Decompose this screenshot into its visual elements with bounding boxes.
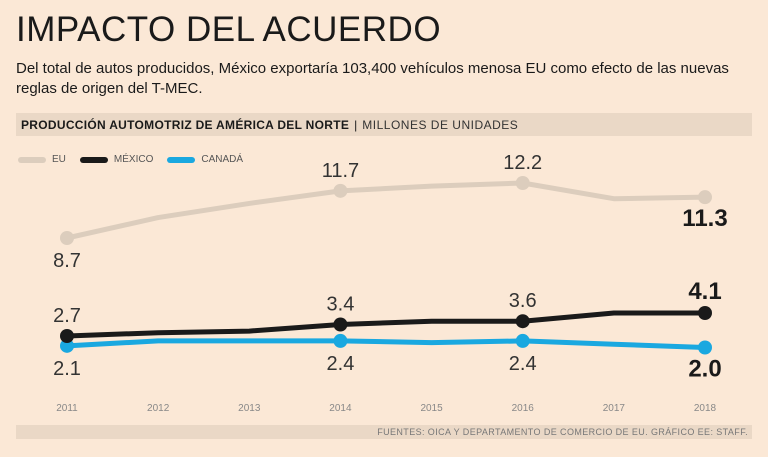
legend-item-mexico: MÉXICO xyxy=(79,154,154,165)
data-label-mexico-2014: 3.4 xyxy=(327,294,355,316)
page-title: IMPACTO DEL ACUERDO xyxy=(16,10,442,49)
x-tick-label-2014: 2014 xyxy=(329,403,352,414)
data-point-mexico-2014 xyxy=(333,317,348,332)
chart-units: MILLONES DE UNIDADES xyxy=(362,117,519,132)
chart-title: PRODUCCIÓN AUTOMOTRIZ DE AMÉRICA DEL NOR… xyxy=(21,117,350,132)
chart-header-bar: PRODUCCIÓN AUTOMOTRIZ DE AMÉRICA DEL NOR… xyxy=(16,113,752,136)
data-point-eu-2011 xyxy=(60,231,74,245)
data-label-mexico-2016: 3.6 xyxy=(509,290,537,312)
data-label-canada-2014: 2.4 xyxy=(327,353,355,375)
series-line-canada xyxy=(64,338,708,350)
legend-swatch-eu xyxy=(18,156,46,163)
x-tick-label-2018: 2018 xyxy=(694,403,717,414)
x-tick-label-2015: 2015 xyxy=(420,403,443,414)
x-tick-label-2013: 2013 xyxy=(238,403,261,414)
data-label-mexico-2011: 2.7 xyxy=(53,305,81,327)
x-tick-label-2011: 2011 xyxy=(56,403,78,414)
data-label-canada-2016: 2.4 xyxy=(509,353,537,375)
legend-item-canada: CANADÁ xyxy=(167,154,243,165)
data-label-mexico-2018: 4.1 xyxy=(688,278,721,305)
data-point-canada-2016 xyxy=(515,333,530,348)
data-point-canada-2011 xyxy=(60,338,74,353)
source-footer: FUENTES: OICA Y DEPARTAMENTO DE COMERCIO… xyxy=(16,425,752,439)
data-label-eu-2018: 11.3 xyxy=(682,205,727,232)
data-point-mexico-2016 xyxy=(515,314,530,329)
legend-label-eu: EU xyxy=(52,154,66,165)
legend-label-canada: CANADÁ xyxy=(201,154,244,165)
chart-header-separator: | xyxy=(354,117,358,132)
x-tick-label-2012: 2012 xyxy=(147,403,170,414)
chart-legend: EU MÉXICO CANADÁ xyxy=(18,154,257,165)
source-text: FUENTES: OICA Y DEPARTAMENTO DE COMERCIO… xyxy=(377,427,748,437)
data-point-mexico-2018 xyxy=(698,306,712,320)
x-tick-label-2017: 2017 xyxy=(603,403,626,414)
data-point-eu-2016 xyxy=(515,176,530,190)
x-tick-label-2016: 2016 xyxy=(512,403,535,414)
legend-label-mexico: MÉXICO xyxy=(113,154,154,165)
data-label-canada-2018: 2.0 xyxy=(688,356,721,383)
data-point-canada-2018 xyxy=(698,340,712,355)
data-label-eu-2016: 12.2 xyxy=(503,152,542,174)
series-line-eu xyxy=(64,180,708,241)
data-label-eu-2014: 11.7 xyxy=(322,160,359,182)
series-line-mexico xyxy=(64,310,708,339)
page-subtitle: Del total de autos producidos, México ex… xyxy=(16,60,729,97)
data-point-canada-2014 xyxy=(333,333,348,348)
data-label-canada-2011: 2.1 xyxy=(53,358,81,380)
legend-swatch-canada xyxy=(167,156,196,163)
data-point-eu-2018 xyxy=(698,190,712,205)
data-label-eu-2011: 8.7 xyxy=(53,250,81,272)
legend-swatch-mexico xyxy=(79,156,108,163)
legend-item-eu: EU xyxy=(18,154,66,165)
data-point-eu-2014 xyxy=(333,183,348,198)
data-point-mexico-2011 xyxy=(60,329,74,343)
